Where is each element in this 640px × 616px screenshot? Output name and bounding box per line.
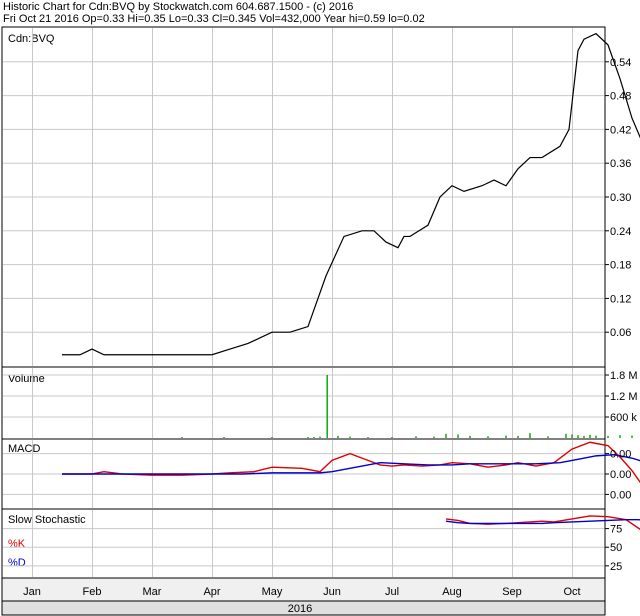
x-tick-label: Apr: [203, 586, 220, 598]
y-tick-label: 0.00: [610, 489, 631, 501]
volume-y-ticks: 1.8 M 1.2 M 600 k: [605, 370, 638, 424]
legend-k: %K: [8, 538, 26, 550]
y-tick-label: 0.18: [610, 260, 631, 272]
y-tick-label: 0.48: [610, 91, 631, 103]
macd-lines: [62, 441, 640, 484]
price-line: [62, 32, 640, 356]
stochastic-panel-title: Slow Stochastic: [8, 514, 86, 526]
x-tick-label: Feb: [83, 586, 102, 598]
macd-grid: [3, 440, 604, 508]
y-tick-label: 0.12: [610, 293, 631, 305]
y-tick-label: 0.00: [610, 449, 631, 461]
y-tick-label: 0.06: [610, 327, 631, 339]
y-tick-label: 1.2 M: [610, 391, 638, 403]
x-axis-year-band: [1, 600, 606, 616]
price-plot: [62, 32, 640, 356]
y-tick-label: 0.00: [610, 469, 631, 481]
legend-d: %D: [8, 557, 26, 569]
volume-grid: [3, 368, 604, 438]
x-tick-label: Aug: [442, 586, 462, 598]
y-tick-label: 25: [610, 561, 622, 573]
price-panel-title: Cdn:BVQ: [8, 33, 55, 45]
header-line-1: Historic Chart for Cdn:BVQ by Stockwatch…: [3, 1, 353, 13]
x-axis-year-label: 2016: [288, 603, 312, 615]
x-tick-label: Jan: [23, 586, 41, 598]
price-grid: [3, 28, 604, 366]
stochastic-lines: [445, 515, 640, 531]
stochastic-d-line: [445, 518, 640, 525]
x-tick-label: Jul: [385, 586, 399, 598]
y-tick-label: 0.42: [610, 124, 631, 136]
y-tick-label: 600 k: [610, 412, 637, 424]
y-tick-label: 0.30: [610, 192, 631, 204]
volume-bars: [181, 375, 633, 438]
x-tick-label: May: [262, 586, 283, 598]
x-tick-label: Sep: [502, 586, 522, 598]
y-tick-label: 0.54: [610, 57, 631, 69]
stochastic-y-ticks: 75 50 25: [605, 524, 622, 573]
y-tick-label: 1.8 M: [610, 370, 638, 382]
header-line-2: Fri Oct 21 2016 Op=0.33 Hi=0.35 Lo=0.33 …: [3, 13, 425, 25]
x-axis-months: Jan Feb Mar Apr May Jun Jul Aug Sep Oct: [23, 586, 580, 598]
macd-y-ticks: 0.00 0.00 0.00: [605, 449, 631, 501]
y-tick-label: 0.24: [610, 226, 631, 238]
y-tick-label: 0.36: [610, 158, 631, 170]
macd-signal-line: [62, 454, 640, 475]
y-tick-label: 50: [610, 542, 622, 554]
x-tick-label: Jun: [323, 586, 341, 598]
price-y-ticks: 0.54 0.48 0.42 0.36 0.30 0.24 0.18 0.12 0.06: [605, 57, 631, 339]
volume-panel-title: Volume: [8, 373, 45, 385]
x-tick-label: Oct: [563, 586, 580, 598]
stochastic-grid: [3, 510, 604, 577]
y-tick-label: 75: [610, 524, 622, 536]
x-tick-label: Mar: [143, 586, 162, 598]
